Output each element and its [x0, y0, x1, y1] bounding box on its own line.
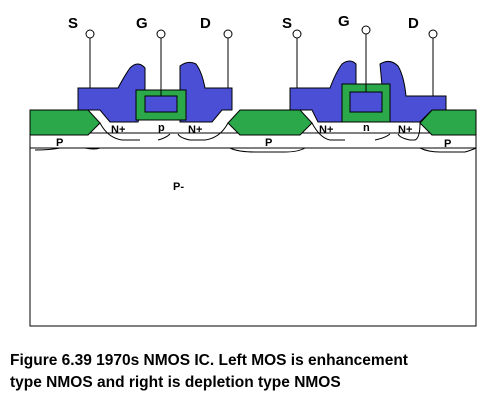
right-source-n-plus-label: N+ — [319, 124, 333, 136]
caption-line-2: type NMOS and right is depletion type NM… — [10, 374, 341, 391]
p-stop-label-left: P — [56, 137, 63, 149]
p-stop-label-middle: P — [265, 137, 272, 149]
field-oxide-right — [419, 109, 477, 136]
left-gate-label: G — [136, 15, 148, 32]
right-drain-label: D — [408, 15, 419, 32]
left-drain-metal — [179, 61, 233, 123]
right-channel-label: n — [363, 122, 370, 134]
substrate-label: P- — [173, 181, 184, 193]
right-gate-label: G — [338, 13, 350, 30]
field-oxide-middle — [227, 109, 313, 136]
left-source-n-plus-label: N+ — [111, 124, 125, 136]
p-stop-label-right: P — [444, 138, 451, 150]
nmos-cross-section-diagram: S G D S G D N+ p N+ N+ n N+ P P P P- — [29, 13, 477, 327]
field-oxide-left — [29, 109, 101, 136]
right-source-label: S — [282, 15, 292, 32]
left-drain-label: D — [200, 15, 211, 32]
junction-curves — [99, 122, 421, 141]
left-gate-poly — [144, 95, 178, 113]
p-stop-curves — [34, 147, 477, 153]
right-drain-n-plus-label: N+ — [398, 124, 412, 136]
figure-caption: Figure 6.39 1970s NMOS IC. Left MOS is e… — [10, 350, 490, 394]
left-channel-label: p — [158, 122, 165, 134]
caption-line-1: Figure 6.39 1970s NMOS IC. Left MOS is e… — [10, 352, 408, 369]
left-drain-n-plus-label: N+ — [188, 124, 202, 136]
left-source-label: S — [68, 15, 78, 32]
p-minus-substrate — [29, 147, 477, 327]
right-gate-poly — [349, 91, 383, 113]
terminal-leads — [85, 25, 438, 96]
right-drain-metal — [379, 60, 447, 123]
